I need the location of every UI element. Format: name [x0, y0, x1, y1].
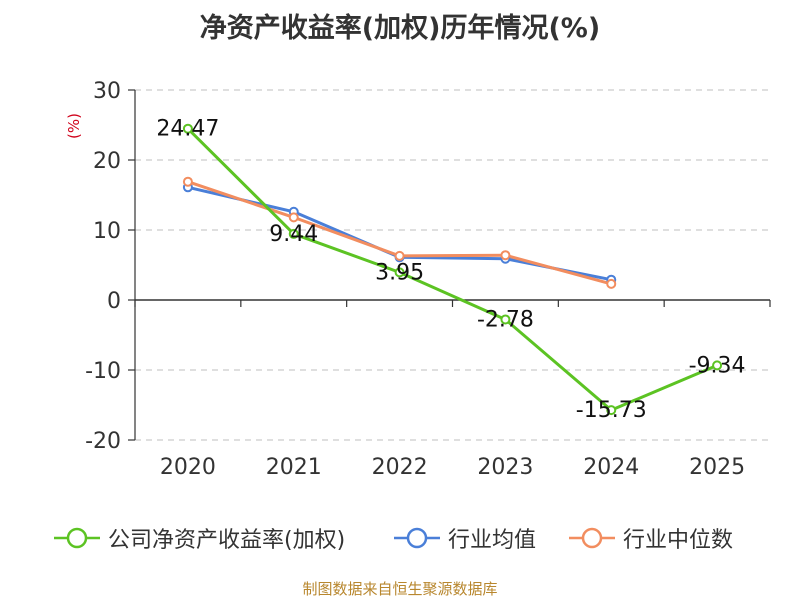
x-tick-label: 2022: [372, 455, 428, 480]
series-line-0: [186, 127, 718, 412]
data-point: [606, 405, 617, 416]
data-point: [288, 212, 299, 223]
data-point: [712, 360, 723, 371]
data-point: [500, 250, 511, 261]
data-point: [394, 267, 405, 278]
data-point: [288, 228, 299, 239]
chart-title: 净资产收益率(加权)历年情况(%): [199, 13, 601, 44]
data-point: [182, 176, 193, 187]
gridlines: [135, 89, 770, 441]
y-tick-label: 0: [107, 289, 121, 314]
data-point: [182, 123, 193, 134]
legend-label-company: 公司净资产收益率(加权): [108, 528, 346, 553]
y-tick-label: 20: [93, 149, 121, 174]
series-points: [182, 123, 723, 416]
legend-item-industry-median[interactable]: 行业中位数: [567, 520, 733, 556]
y-tick-label: -10: [85, 359, 121, 384]
data-point: [394, 250, 405, 261]
y-tick-label: 10: [93, 219, 121, 244]
data-point: [500, 314, 511, 325]
legend-marker-industry-median-icon: [569, 527, 615, 549]
axes: [128, 89, 771, 441]
legend-item-industry-mean[interactable]: 行业均值: [392, 520, 536, 556]
data-label: 3.95: [375, 260, 424, 285]
y-tick-label: 30: [93, 79, 121, 104]
data-label: 24.47: [156, 117, 219, 142]
series-lines: [186, 127, 718, 412]
y-tick-label: -20: [85, 429, 121, 454]
legend-label-industry-mean: 行业均值: [448, 528, 537, 553]
data-label: -2.78: [477, 307, 534, 332]
legend-marker-industry-mean-icon: [394, 527, 440, 549]
data-label: 9.44: [269, 222, 318, 247]
y-tick-labels: 30 20 10 0 -10 -20: [85, 79, 121, 454]
x-tick-label: 2020: [160, 455, 216, 480]
x-tick-labels: 2020 2021 2022 2023 2024 2025: [160, 455, 745, 480]
line-chart: 30 20 10 0 -10 -20 2020 2021 2022 2023 2024 2025 2…: [65, 79, 771, 480]
legend-label-industry-median: 行业中位数: [623, 528, 734, 553]
x-tick-label: 2025: [689, 455, 745, 480]
legend: 公司净资产收益率(加权) 行业均值 行业中位数: [0, 520, 800, 556]
data-source-note: 制图数据来自恒生聚源数据库: [302, 580, 498, 598]
x-tick-label: 2021: [266, 455, 322, 480]
data-label: -15.73: [576, 398, 647, 423]
y-axis-unit: (%): [65, 113, 83, 139]
data-labels: 24.47 9.44 3.95 -2.78 -15.73 -9.34: [156, 117, 745, 423]
x-tick-label: 2024: [583, 455, 639, 480]
x-tick-label: 2023: [477, 455, 533, 480]
legend-item-company[interactable]: 公司净资产收益率(加权): [52, 520, 345, 556]
legend-marker-company-icon: [54, 527, 100, 549]
data-label: -9.34: [689, 353, 746, 378]
data-point: [606, 278, 617, 289]
